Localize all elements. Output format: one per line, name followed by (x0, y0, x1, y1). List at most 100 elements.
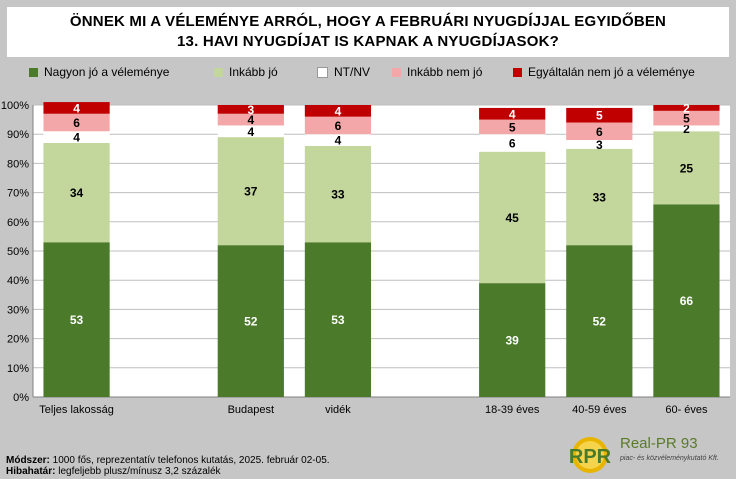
bar-segment (217, 105, 284, 114)
data-label: 52 (244, 315, 258, 329)
data-label: 33 (593, 190, 607, 204)
bar-segment (566, 148, 633, 246)
error-note: Hibahatár: legfeljebb plusz/mínusz 3,2 s… (6, 466, 330, 477)
data-label: 34 (70, 186, 84, 200)
bar-segment (43, 242, 110, 397)
legend-item-nt-nv: NT/NV (317, 65, 370, 79)
bar-segment (653, 204, 720, 397)
error-text: legfeljebb plusz/mínusz 3,2 százalék (55, 466, 221, 477)
data-label: 4 (335, 134, 342, 148)
data-label: 52 (593, 315, 607, 329)
footer-notes: Módszer: 1000 fős, reprezentatív telefon… (6, 455, 330, 477)
legend-item-egyaltalan-nem-jo: Egyáltalán nem jó a véleménye (513, 65, 695, 79)
y-tick-label: 100% (1, 100, 29, 112)
x-tick-label: 60- éves (665, 404, 708, 416)
data-label: 4 (73, 101, 80, 115)
data-label: 39 (506, 334, 520, 348)
method-note: Módszer: 1000 fős, reprezentatív telefon… (6, 455, 330, 466)
bar-segment (304, 242, 372, 397)
bar-segment (43, 102, 110, 114)
x-tick-label: 40-59 éves (572, 404, 627, 416)
data-label: 5 (509, 120, 516, 134)
bar-segment (43, 113, 110, 132)
logo-subtitle: piac- és közvéleménykutató Kft. (620, 455, 719, 462)
data-label: 3 (247, 103, 254, 117)
y-tick-label: 20% (7, 334, 29, 346)
legend-swatch (513, 67, 522, 77)
bar-segment (479, 151, 546, 284)
legend-item-nagyon-jo: Nagyon jó a véleménye (29, 65, 169, 79)
y-tick-label: 70% (7, 188, 29, 200)
data-label: 4 (509, 107, 516, 121)
data-label: 53 (70, 313, 84, 327)
chart-title-box: ÖNNEK MI A VÉLEMÉNYE ARRÓL, HOGY A FEBRU… (7, 7, 729, 57)
data-label: 66 (680, 294, 694, 308)
data-label: 2 (683, 101, 690, 115)
legend-label: Nagyon jó a véleménye (44, 65, 170, 79)
company-logo: RPR Real-PR 93 piac- és közvéleménykutat… (562, 433, 732, 477)
bar-segment (479, 134, 546, 152)
data-label: 2 (683, 122, 690, 136)
y-tick-label: 10% (7, 363, 29, 375)
bar-segment (653, 105, 720, 111)
bar-segment (304, 134, 372, 146)
data-label: 45 (506, 211, 520, 225)
bar-segment (43, 142, 110, 243)
legend-item-inkabb-nem-jo: Inkább nem jó (392, 65, 482, 79)
data-label: 3 (596, 138, 603, 152)
x-tick-label: 18-39 éves (485, 404, 540, 416)
bar-segment (304, 105, 372, 117)
bar-segment (217, 125, 284, 138)
x-tick-label: Teljes lakosság (39, 404, 114, 416)
bar-segment (653, 110, 720, 126)
y-tick-label: 80% (7, 158, 29, 170)
x-tick-label: Budapest (228, 404, 274, 416)
chart-title-line-2: 13. HAVI NYUGDÍJAT IS KAPNAK A NYUGDÍJAS… (177, 33, 559, 50)
logo-mark-icon: RPR (569, 437, 612, 473)
data-label: 6 (509, 136, 516, 150)
data-label: 5 (596, 109, 603, 123)
bar-segment (653, 131, 720, 205)
data-label: 4 (335, 104, 342, 118)
data-label: 6 (596, 125, 603, 139)
legend-item-inkabb-jo: Inkább jó (214, 65, 278, 79)
y-tick-label: 90% (7, 129, 29, 141)
y-tick-label: 0% (13, 392, 29, 404)
bar-segment (566, 107, 633, 123)
chart-title-line-1: ÖNNEK MI A VÉLEMÉNYE ARRÓL, HOGY A FEBRU… (69, 13, 667, 30)
bar-segment (43, 131, 110, 143)
y-tick-label: 40% (7, 275, 29, 287)
data-label: 6 (335, 119, 342, 133)
bar-segment (217, 137, 284, 246)
y-tick-label: 60% (7, 217, 29, 229)
y-tick-label: 30% (7, 304, 29, 316)
data-label: 37 (244, 185, 258, 199)
data-label: 4 (247, 125, 254, 139)
stacked-bar-chart: 0% 10% 20% 30% 40% 50% 60% 70% 80% 90% 100% Teljes … (1, 100, 730, 416)
legend-label: Inkább nem jó (407, 65, 483, 79)
logo-mark-text: RPR (569, 446, 612, 468)
data-label: 25 (680, 161, 694, 175)
bar-segment (479, 283, 546, 397)
legend-swatch (29, 67, 38, 77)
error-label: Hibahatár: (6, 466, 56, 477)
bar-segment (566, 122, 633, 141)
data-label: 6 (73, 116, 80, 130)
legend-swatch (392, 67, 401, 77)
method-text: 1000 fős, reprezentatív telefonos kutatá… (49, 455, 330, 466)
bar-segment (304, 116, 372, 135)
data-label: 4 (247, 113, 254, 127)
legend-label: Inkább jó (229, 65, 278, 79)
method-label: Módszer: (6, 455, 50, 466)
bar-segment (479, 107, 546, 120)
bar-segment (479, 119, 546, 135)
data-label: 4 (73, 131, 80, 145)
bar-segment (566, 245, 633, 397)
legend-swatch (214, 67, 223, 77)
bar-segment (217, 113, 284, 126)
bar-segment (217, 245, 284, 397)
data-label: 53 (331, 313, 345, 327)
x-tick-label: vidék (325, 404, 351, 416)
chart-legend: Nagyon jó a véleménye Inkább jó NT/NV In… (0, 65, 736, 85)
legend-swatch (317, 66, 328, 78)
